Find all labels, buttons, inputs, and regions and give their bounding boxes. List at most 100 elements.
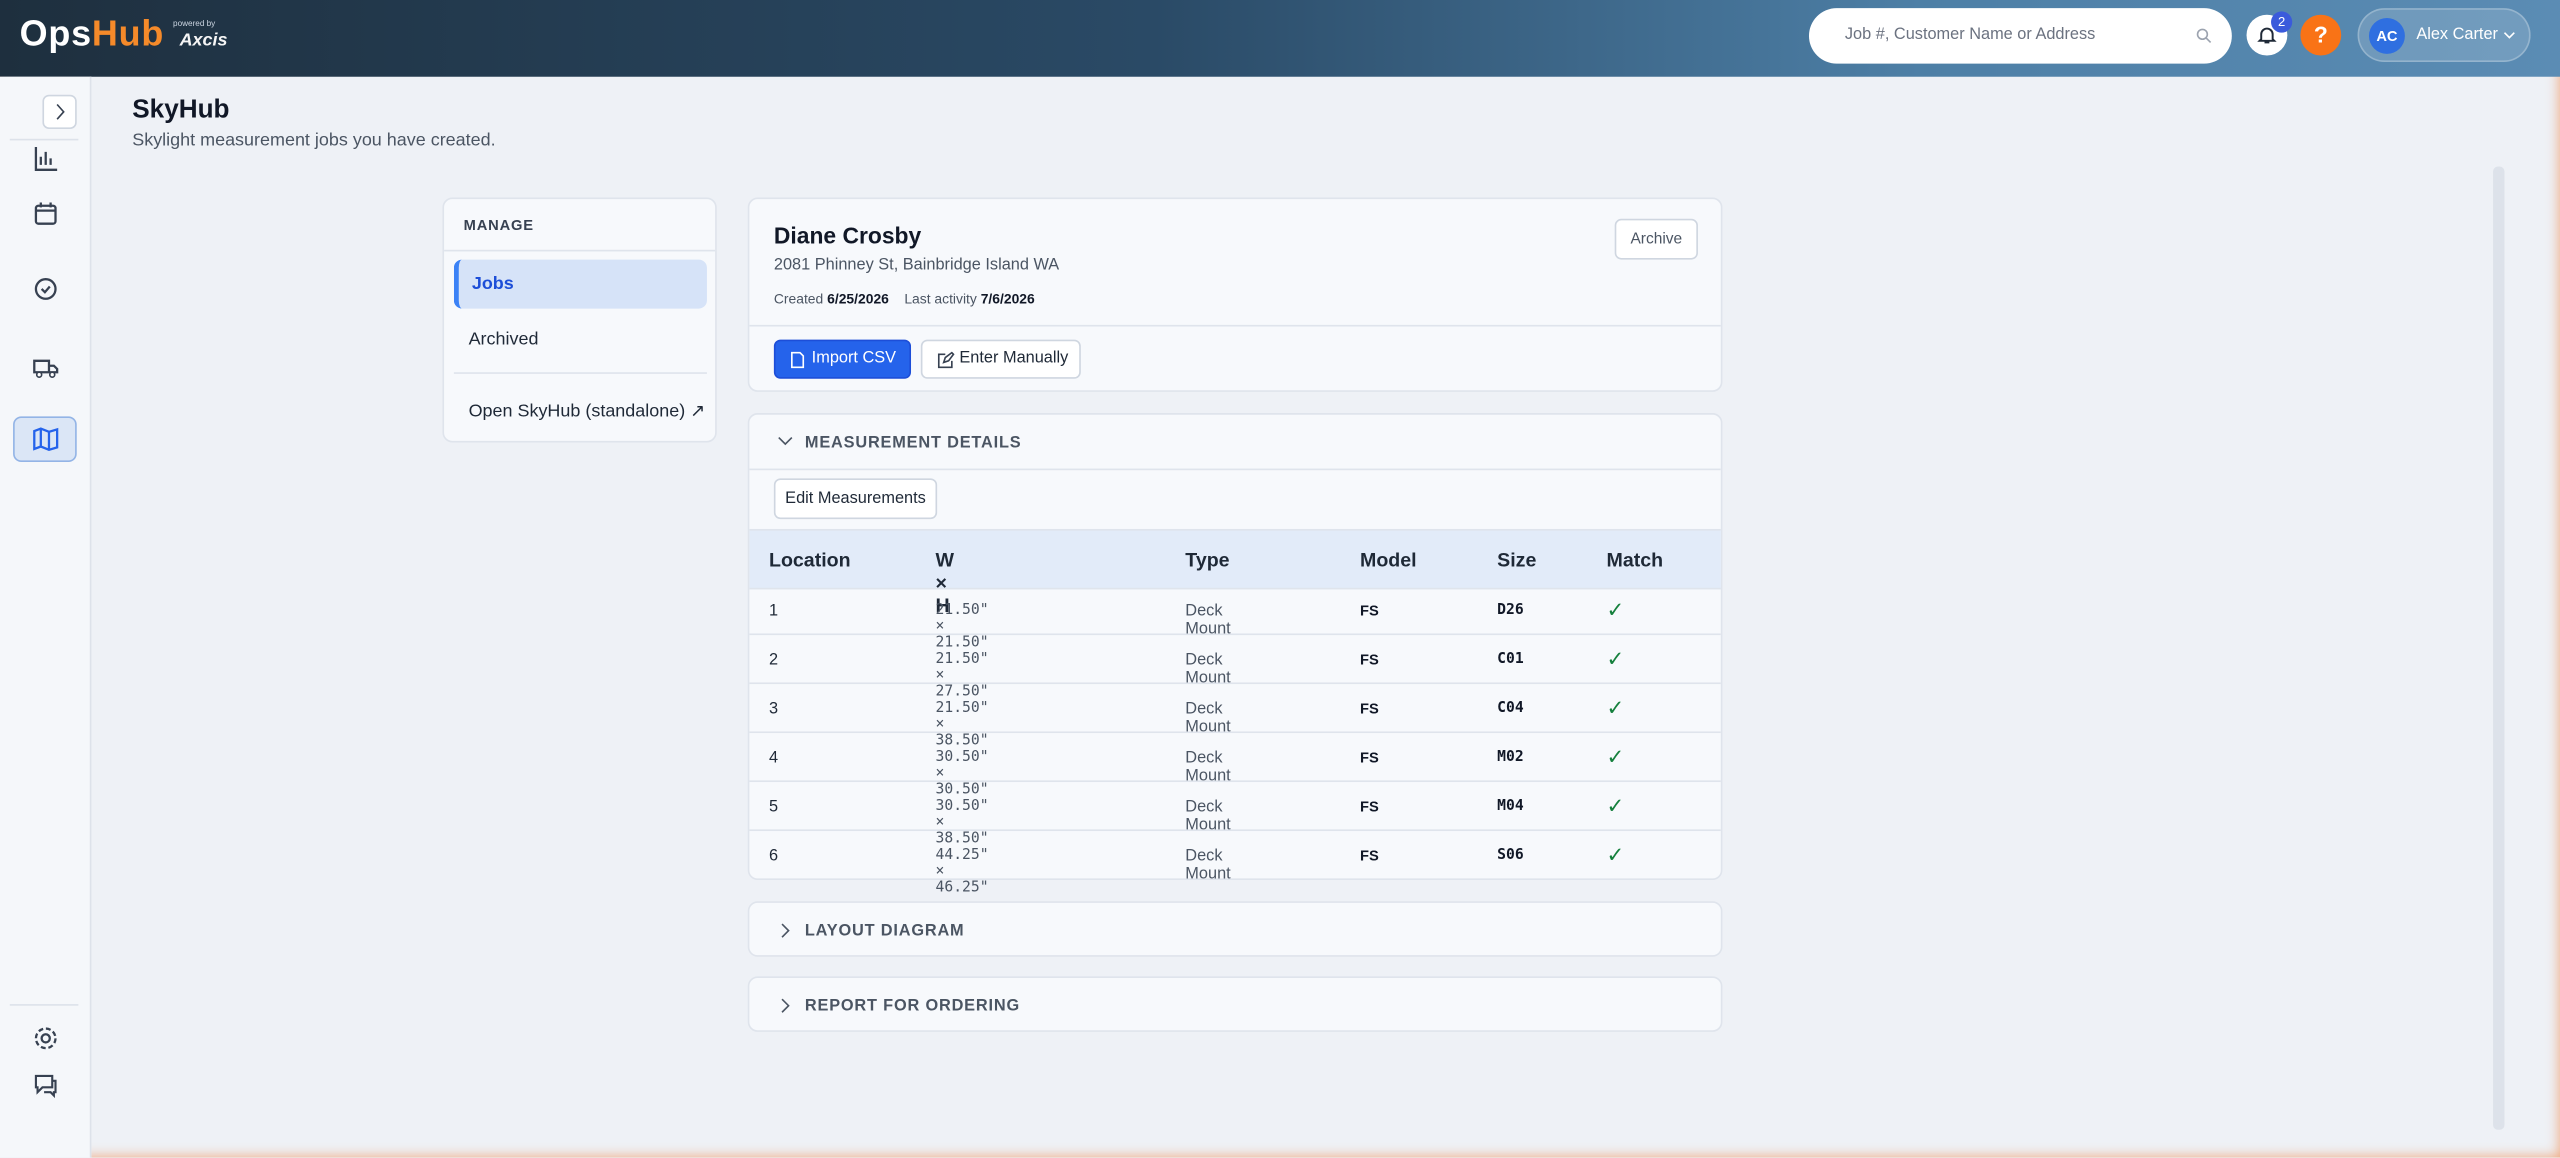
cell: 2 (768, 651, 779, 670)
logo[interactable]: OpsHub (20, 13, 165, 55)
partner-logo: Axcis (179, 31, 228, 51)
cell: 1 (768, 602, 779, 621)
column-header: Model (1359, 548, 1417, 572)
cell: ✓ (1606, 793, 1625, 818)
archive-button[interactable]: Archive (1614, 218, 1698, 260)
cell: C01 (1497, 651, 1524, 668)
cell: 21.50" × 38.50" (935, 700, 989, 750)
section-heading: LAYOUT DIAGRAM (804, 922, 965, 941)
panel-heading: MANAGE (463, 217, 534, 234)
job-card: Diane Crosby 2081 Phinney St, Bainbridge… (747, 197, 1723, 392)
cell: 30.50" × 38.50" (935, 798, 989, 848)
table-header (749, 528, 1721, 590)
active-nav[interactable] (13, 416, 77, 463)
page-title: SkyHub (132, 96, 230, 125)
cell: FS (1359, 847, 1379, 864)
page-subtitle: Skylight measurement jobs you have creat… (132, 130, 496, 151)
settings-icon[interactable] (31, 1024, 60, 1053)
cell: 3 (768, 700, 779, 719)
cell: C04 (1497, 700, 1524, 717)
column-header: Type (1185, 548, 1230, 572)
logo-text: Hub (91, 13, 165, 54)
search-icon (2196, 28, 2212, 44)
import-button[interactable]: Import CSV (773, 339, 912, 379)
cell: D26 (1497, 602, 1524, 619)
column-header: W × H (935, 548, 955, 618)
user-name: Alex Carter (2416, 26, 2498, 45)
column-header: Location (768, 548, 851, 572)
divider (749, 324, 1721, 327)
button-label: Enter Manually (959, 349, 1069, 368)
user-menu[interactable]: AC Alex Carter (2357, 8, 2531, 63)
cell: 5 (768, 798, 779, 817)
divider (749, 468, 1721, 471)
job-name: Diane Crosby (773, 222, 922, 249)
reports-icon[interactable] (31, 144, 60, 173)
chat-icon[interactable] (31, 1071, 60, 1100)
cell: M02 (1497, 749, 1524, 766)
collapsed-section[interactable]: LAYOUT DIAGRAM (747, 901, 1723, 957)
cell: ✓ (1606, 695, 1625, 720)
cell: Deck Mount (1185, 847, 1231, 884)
scrollbar[interactable] (2493, 166, 2505, 1130)
cell: M04 (1497, 798, 1524, 815)
cell: 21.50" × 21.50" (935, 602, 989, 652)
created-date: 6/25/2026 (827, 290, 889, 307)
cell: FS (1359, 749, 1379, 766)
cell: 6 (768, 847, 779, 866)
nav-label: Jobs (471, 274, 514, 294)
row-divider (749, 682, 1721, 685)
tasks-icon[interactable] (31, 274, 60, 303)
section-heading[interactable]: MEASUREMENT DETAILS (804, 434, 1022, 453)
cell: 21.50" × 27.50" (935, 651, 989, 701)
map-icon[interactable] (31, 424, 60, 453)
cell: FS (1359, 602, 1379, 619)
label: Created (773, 290, 824, 307)
section-heading: REPORT FOR ORDERING (804, 997, 1020, 1016)
label: Last activity (904, 290, 977, 307)
cell: 30.50" × 30.50" (935, 749, 989, 799)
external-link[interactable]: Open SkyHub (standalone) ↗ (468, 401, 706, 422)
row-divider (749, 633, 1721, 636)
cell: 44.25" × 46.25" (935, 847, 989, 897)
cell: ✓ (1606, 646, 1625, 672)
last-activity-date: 7/6/2026 (980, 290, 1035, 307)
edit-icon (937, 351, 955, 369)
calendar-icon[interactable] (31, 199, 60, 228)
collapse-icon[interactable] (777, 434, 793, 447)
cell: FS (1359, 798, 1379, 815)
collapsed-section[interactable]: REPORT FOR ORDERING (747, 976, 1723, 1032)
notification-badge: 2 (2271, 11, 2293, 33)
expand-button[interactable] (42, 94, 77, 129)
chevron-icon (56, 103, 65, 120)
search-box[interactable]: Job #, Customer Name or Address (1808, 8, 2232, 64)
powered-by: powered by (173, 19, 216, 30)
cell: 4 (768, 749, 779, 768)
divider (453, 372, 707, 374)
chevron (2503, 32, 2515, 39)
bell-icon (2257, 27, 2277, 44)
manage-panel: MANAGE Jobs Archived Open SkyHub (standa… (442, 197, 717, 443)
manual-button[interactable]: Enter Manually (920, 339, 1081, 379)
cell: ✓ (1606, 842, 1625, 867)
top-bar: OpsHub powered by Axcis Job #, Customer … (0, 0, 2560, 77)
row-divider (749, 780, 1721, 783)
job-dates: Created 6/25/2026 Last activity 7/6/2026 (774, 291, 1035, 307)
row-divider (749, 731, 1721, 734)
edit-button[interactable]: Edit Measurements (773, 478, 938, 520)
divider (9, 1004, 79, 1006)
avatar: AC (2368, 17, 2405, 54)
help-button[interactable]: ? (2300, 14, 2342, 56)
cell: ✓ (1606, 597, 1625, 623)
divider (444, 249, 716, 252)
column-header: Match (1606, 548, 1664, 572)
nav-item-active[interactable]: Jobs (453, 259, 707, 309)
expand-icon (781, 923, 790, 938)
nav-item[interactable]: Archived (468, 329, 539, 350)
truck-icon[interactable] (31, 353, 60, 382)
cell: S06 (1497, 847, 1524, 864)
cell: FS (1359, 700, 1379, 717)
expand-icon (781, 998, 790, 1013)
